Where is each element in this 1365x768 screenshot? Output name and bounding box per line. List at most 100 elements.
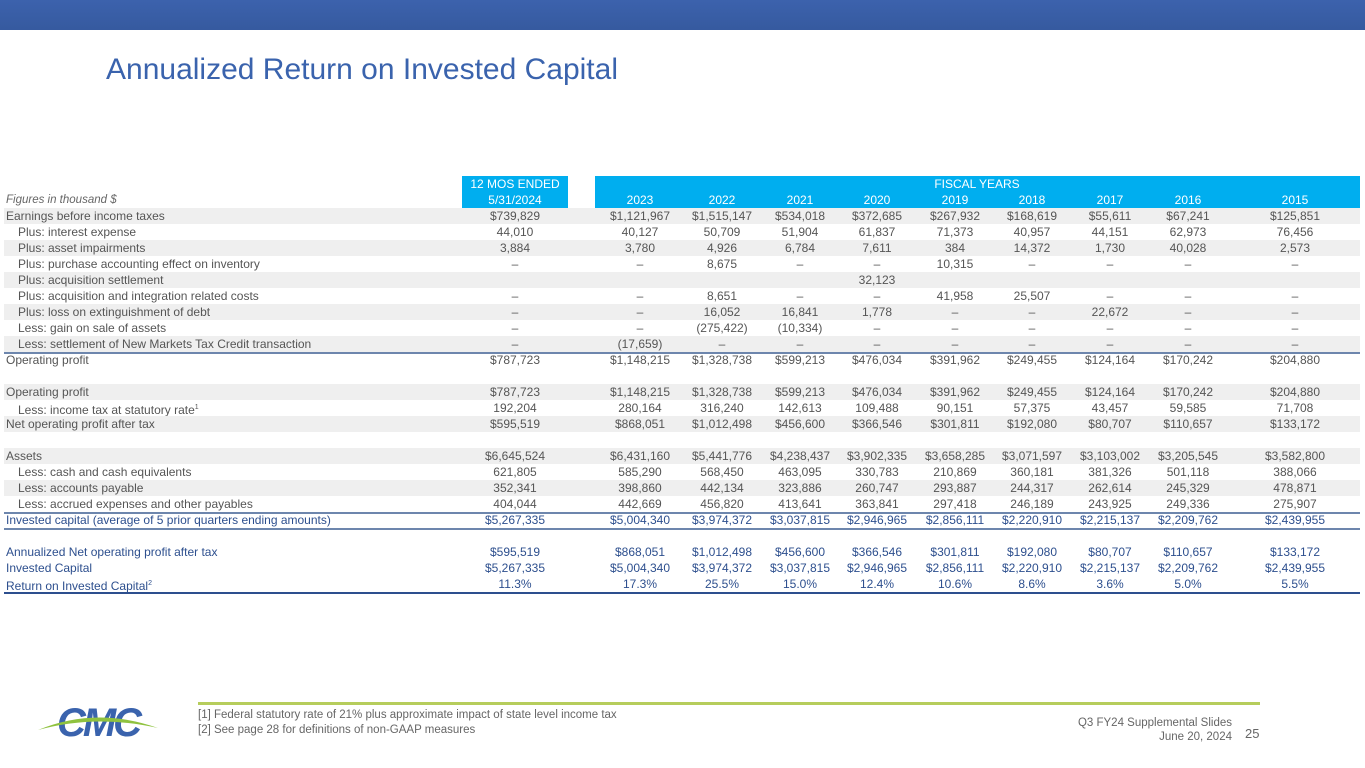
cell-2017: 44,151 (1091, 225, 1129, 239)
table-row: Operating profit $787,723 $1,148,215 $1,328… (4, 352, 1360, 368)
table-row: Less: cash and cash equivalents 621,805 58… (4, 464, 1360, 480)
cell-2023: $1,148,215 (609, 353, 671, 367)
header-fiscal-label: FISCAL YEARS (934, 177, 1020, 191)
cell-2017: – (1106, 289, 1114, 303)
cell-2017: $80,707 (1088, 545, 1132, 559)
cell-2016: – (1184, 321, 1192, 335)
cell-2023: 280,164 (618, 401, 662, 415)
header-12mos-line2: 5/31/2024 (488, 193, 542, 207)
cell-2021: $599,213 (774, 353, 826, 367)
cell-2023: 585,290 (618, 465, 662, 479)
cell-2015: 76,456 (1276, 225, 1314, 239)
cell-2022: $5,441,776 (691, 449, 753, 463)
row-label-text: Net operating profit after tax (6, 417, 155, 431)
cell-2022: $1,515,147 (691, 209, 753, 223)
cell-2015: $133,172 (1269, 417, 1321, 431)
cell-2020: – (873, 289, 881, 303)
cell-2021: 413,641 (778, 497, 822, 511)
cell-2018: $249,455 (1006, 385, 1058, 399)
cell-2015: 71,708 (1276, 401, 1314, 415)
cell-2023: $868,051 (614, 545, 666, 559)
table-row: Plus: asset impairments 3,884 3,780 4,926 6,… (4, 240, 1360, 256)
row-label-text: Assets (6, 449, 43, 463)
cell-2023: 17.3% (622, 577, 658, 591)
cell-2017: $2,215,137 (1079, 513, 1141, 527)
footer-divider (198, 702, 1260, 705)
row-label-text: Less: gain on sale of assets (18, 321, 167, 335)
cell-2015: $133,172 (1269, 545, 1321, 559)
cell-5-31-2024: 621,805 (493, 465, 537, 479)
cell-2020: $3,902,335 (846, 449, 908, 463)
page-title: Annualized Return on Invested Capital (106, 53, 618, 86)
cell-2018: – (1028, 337, 1036, 351)
cell-2019: 41,958 (936, 289, 974, 303)
cell-2019: 210,869 (933, 465, 977, 479)
cell-2018: – (1028, 257, 1036, 271)
cell-2021: 51,904 (781, 225, 819, 239)
cell-2019: 10,315 (936, 257, 974, 271)
row-label-text: Invested Capital (6, 561, 93, 575)
cell-2022: $3,974,372 (691, 561, 753, 575)
row-label: Less: accounts payable (18, 480, 143, 496)
cell-2018: $3,071,597 (1001, 449, 1063, 463)
cell-2021: 323,886 (778, 481, 822, 495)
cell-2020: 109,488 (855, 401, 899, 415)
row-label: Less: gain on sale of assets (18, 320, 166, 336)
cell-2023: $1,148,215 (609, 385, 671, 399)
cell-2018: $249,455 (1006, 353, 1058, 367)
cell-2023: $5,004,340 (609, 561, 671, 575)
cell-5-31-2024: $595,519 (489, 545, 541, 559)
cell-2021: $599,213 (774, 385, 826, 399)
row-label: Less: settlement of New Markets Tax Cred… (18, 336, 311, 352)
row-label-text: Annualized Net operating profit after ta… (6, 545, 218, 559)
cell-5-31-2024: $5,267,335 (484, 561, 546, 575)
cell-5-31-2024: $739,829 (489, 209, 541, 223)
year-header: 2015 (1281, 193, 1309, 207)
cell-2018: $168,619 (1006, 209, 1058, 223)
deck-date: June 20, 2024 (1159, 731, 1232, 743)
cell-2015: – (1291, 337, 1299, 351)
cell-2022: 4,926 (706, 241, 738, 255)
cell-2016: $170,242 (1162, 385, 1214, 399)
table-row: Less: settlement of New Markets Tax Cred… (4, 336, 1360, 354)
cell-2021: – (796, 257, 804, 271)
row-label: Less: income tax at statutory rate1 (18, 400, 199, 418)
cell-2017: 262,614 (1088, 481, 1132, 495)
cell-2018: – (1028, 305, 1036, 319)
cell-2016: 62,973 (1169, 225, 1207, 239)
cell-2019: $301,811 (930, 417, 980, 431)
table-row: Plus: acquisition settlement 32,123 (4, 272, 1360, 288)
cell-2015: $2,439,955 (1264, 561, 1326, 575)
cell-2015: – (1291, 257, 1299, 271)
cell-2018: 360,181 (1010, 465, 1054, 479)
cell-5-31-2024: 192,204 (493, 401, 537, 415)
header-12mos-line1: 12 MOS ENDED (470, 177, 560, 191)
cell-2022: 442,134 (700, 481, 744, 495)
cell-2016: $2,209,762 (1157, 561, 1219, 575)
cell-2018: – (1028, 321, 1036, 335)
cell-2015: $2,439,955 (1264, 513, 1326, 527)
cell-2016: – (1184, 289, 1192, 303)
cell-2022: 25.5% (704, 577, 740, 591)
cell-2022: 16,052 (703, 305, 741, 319)
cell-2022: $3,974,372 (691, 513, 753, 527)
cell-2022: 8,651 (706, 289, 738, 303)
cell-2021: $534,018 (774, 209, 826, 223)
row-label: Earnings before income taxes (6, 208, 165, 224)
cell-2017: $55,611 (1088, 209, 1132, 223)
row-label: Plus: acquisition and integration relate… (18, 288, 259, 304)
cell-2018: $192,080 (1006, 545, 1058, 559)
cell-2019: 384 (944, 241, 966, 255)
cell-2018: 244,317 (1010, 481, 1054, 495)
cell-2015: 2,573 (1279, 241, 1311, 255)
cell-2018: 25,507 (1013, 289, 1051, 303)
cell-2017: 43,457 (1091, 401, 1129, 415)
cell-2020: 12.4% (859, 577, 895, 591)
cell-2022: 568,450 (700, 465, 744, 479)
year-header: 2016 (1174, 193, 1202, 207)
table-row: Earnings before income taxes $739,829 $1,1… (4, 208, 1360, 224)
row-label: Plus: loss on extinguishment of debt (18, 304, 210, 320)
cell-2016: 501,118 (1166, 465, 1210, 479)
cell-2018: 8.6% (1018, 577, 1046, 591)
row-label-text: Plus: loss on extinguishment of debt (18, 305, 211, 319)
